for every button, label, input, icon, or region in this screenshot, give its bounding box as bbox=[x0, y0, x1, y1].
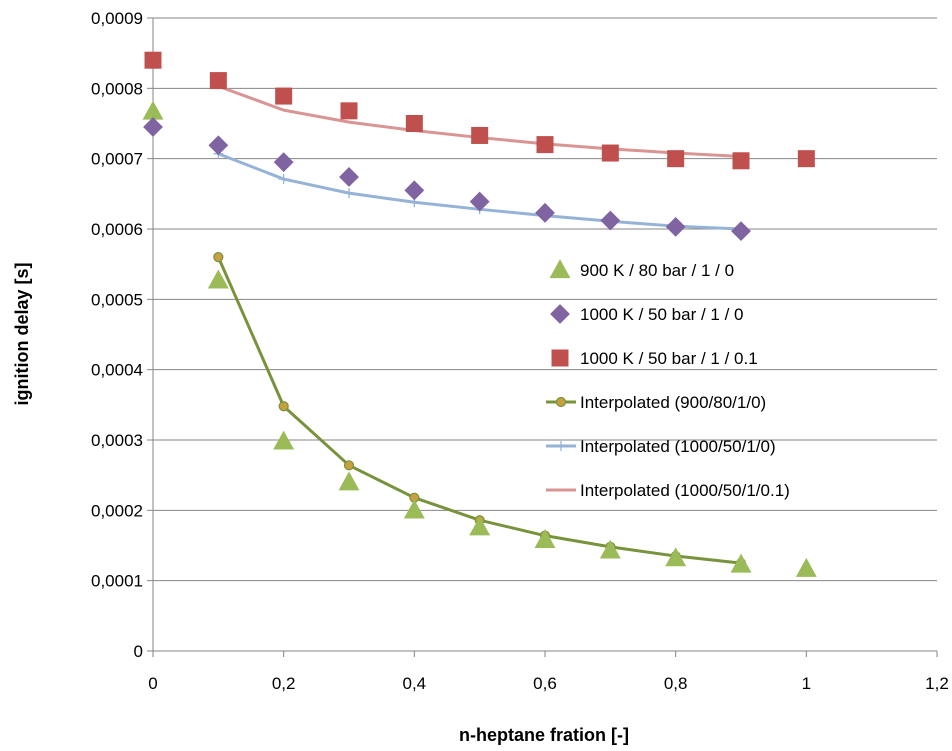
legend-label: Interpolated (900/80/1/0) bbox=[580, 393, 766, 412]
data-point bbox=[403, 499, 425, 519]
data-point bbox=[600, 210, 621, 231]
y-tick-label: 0,0008 bbox=[91, 79, 143, 98]
data-point bbox=[665, 547, 687, 567]
legend-label: 1000 K / 50 bar / 1 / 0 bbox=[580, 305, 744, 324]
data-point bbox=[273, 430, 295, 450]
series-interpolated-1000-50-1-0-1- bbox=[216, 84, 743, 159]
legend-entry: Interpolated (1000/50/1/0) bbox=[546, 437, 776, 456]
data-point bbox=[343, 460, 355, 471]
legend-marker bbox=[555, 396, 567, 408]
data-point bbox=[667, 150, 685, 168]
x-tick-label: 0 bbox=[148, 674, 157, 693]
data-point bbox=[732, 152, 750, 170]
y-tick-label: 0 bbox=[134, 642, 143, 661]
legend-marker bbox=[556, 441, 566, 451]
x-tick-label: 0,2 bbox=[272, 674, 296, 693]
legend-entry: 900 K / 80 bar / 1 / 0 bbox=[549, 259, 734, 280]
data-point bbox=[275, 87, 293, 105]
legend-symbol bbox=[549, 259, 571, 279]
series-line bbox=[216, 84, 743, 159]
legend-entry: Interpolated (900/80/1/0) bbox=[546, 393, 766, 412]
data-point bbox=[599, 539, 621, 559]
series-1000-k-50-bar-1-0 bbox=[143, 117, 751, 242]
x-tick-label: 0,6 bbox=[533, 674, 557, 693]
data-point bbox=[535, 202, 555, 223]
data-point bbox=[142, 100, 164, 120]
legend-label: Interpolated (1000/50/1/0) bbox=[580, 437, 776, 456]
y-tick-label: 0,0002 bbox=[91, 501, 143, 520]
legend-entry: 1000 K / 50 bar / 1 / 0 bbox=[550, 304, 744, 324]
data-point bbox=[273, 152, 294, 173]
y-tick-label: 0,0009 bbox=[91, 9, 143, 28]
data-point bbox=[601, 144, 619, 162]
data-point bbox=[144, 51, 162, 69]
data-point bbox=[471, 126, 489, 144]
legend: 900 K / 80 bar / 1 / 0 1000 K / 50 bar / … bbox=[546, 259, 790, 500]
data-point bbox=[208, 135, 229, 156]
data-point bbox=[797, 150, 815, 168]
y-tick-label: 0,0006 bbox=[91, 220, 143, 239]
data-point bbox=[338, 471, 360, 491]
series-900-k-80-bar-1-0 bbox=[142, 100, 817, 577]
data-point bbox=[665, 216, 686, 237]
x-tick-label: 0,8 bbox=[664, 674, 688, 693]
data-point bbox=[534, 529, 556, 548]
y-tick-label: 0,0004 bbox=[91, 361, 143, 380]
legend-entry: 1000 K / 50 bar / 1 / 0.1 bbox=[551, 349, 758, 368]
axes: 0 0,0001 0,0002 0,0003 0,0004 0,0005 0,0006 0,0… bbox=[91, 9, 949, 693]
data-point bbox=[278, 174, 289, 185]
y-tick-label: 0,0007 bbox=[91, 150, 143, 169]
legend-label: 900 K / 80 bar / 1 / 0 bbox=[580, 261, 734, 280]
data-point bbox=[207, 269, 229, 289]
gridlines bbox=[153, 17, 937, 582]
data-point bbox=[795, 557, 817, 577]
x-tick-label: 1 bbox=[802, 674, 811, 693]
x-tick-label: 0,4 bbox=[403, 674, 427, 693]
y-axis-title: ignition delay [s] bbox=[12, 262, 32, 405]
data-point bbox=[730, 553, 752, 573]
data-point bbox=[404, 180, 425, 201]
series-line bbox=[216, 152, 743, 231]
data-point bbox=[143, 117, 163, 137]
series-layer bbox=[142, 51, 817, 577]
legend-entry: Interpolated (1000/50/1/0.1) bbox=[546, 481, 790, 500]
y-tick-label: 0,0001 bbox=[91, 572, 143, 591]
series-interpolated-1000-50-1-0- bbox=[213, 148, 746, 234]
data-point bbox=[344, 188, 354, 199]
legend-symbol bbox=[550, 304, 570, 324]
y-tick-label: 0,0005 bbox=[91, 290, 143, 309]
data-point bbox=[405, 115, 423, 132]
y-tick-label: 0,0003 bbox=[91, 431, 143, 450]
data-point bbox=[213, 252, 224, 263]
data-point bbox=[209, 72, 227, 90]
series-1000-k-50-bar-1-0-1 bbox=[144, 51, 815, 170]
x-axis-title: n-heptane fration [-] bbox=[459, 725, 629, 745]
data-point bbox=[340, 102, 358, 120]
data-point bbox=[278, 401, 289, 412]
legend-label: 1000 K / 50 bar / 1 / 0.1 bbox=[580, 349, 758, 368]
x-tick-label: 1,2 bbox=[925, 674, 949, 693]
legend-label: Interpolated (1000/50/1/0.1) bbox=[580, 481, 790, 500]
data-point bbox=[469, 191, 490, 212]
data-point bbox=[339, 167, 359, 187]
data-point bbox=[731, 221, 751, 242]
legend-symbol bbox=[551, 349, 569, 367]
data-point bbox=[536, 136, 554, 154]
data-point bbox=[469, 516, 491, 536]
